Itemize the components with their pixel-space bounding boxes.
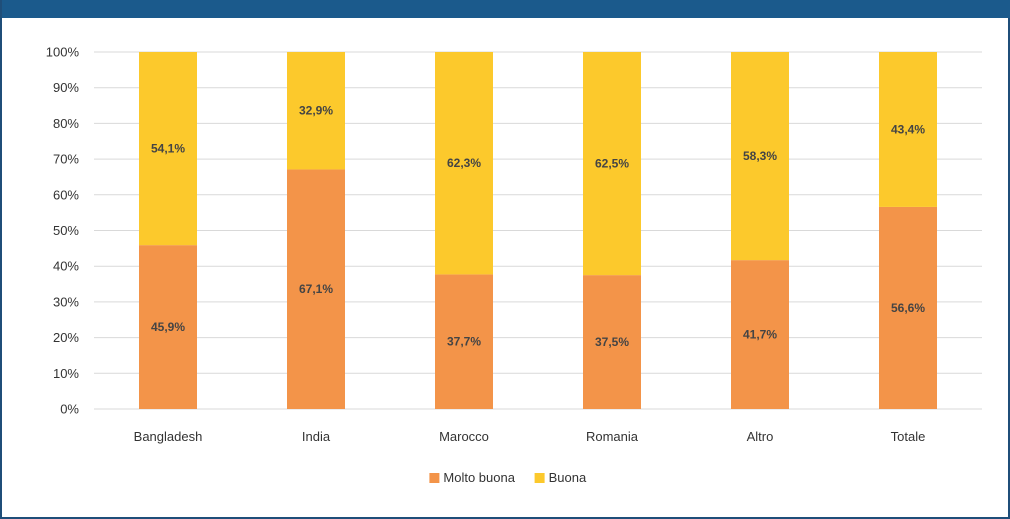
y-tick-label: 60% xyxy=(53,187,79,202)
data-label: 62,3% xyxy=(447,156,481,170)
data-label: 43,4% xyxy=(891,122,925,136)
x-tick-label: Totale xyxy=(891,429,926,444)
y-tick-label: 100% xyxy=(46,45,80,60)
legend-label: Molto buona xyxy=(443,470,515,485)
data-label: 54,1% xyxy=(151,142,185,156)
bar-segment xyxy=(139,52,197,246)
x-tick-label: Bangladesh xyxy=(134,429,203,444)
y-tick-label: 30% xyxy=(53,294,79,309)
data-label: 41,7% xyxy=(743,328,777,342)
bar-segment xyxy=(287,169,345,409)
data-label: 37,5% xyxy=(595,335,629,349)
bar-segment xyxy=(435,274,493,409)
bar-segment xyxy=(731,52,789,261)
data-label: 56,6% xyxy=(891,301,925,315)
legend-swatch xyxy=(429,473,440,483)
data-label: 67,1% xyxy=(299,282,333,296)
legend-swatch xyxy=(534,473,545,483)
y-tick-label: 90% xyxy=(53,80,79,95)
x-tick-label: Romania xyxy=(586,429,639,444)
y-tick-label: 70% xyxy=(53,152,79,167)
bar-segment xyxy=(879,52,937,207)
data-label: 32,9% xyxy=(299,104,333,118)
bar-segment xyxy=(583,275,641,409)
x-tick-label: India xyxy=(302,429,331,444)
data-label: 62,5% xyxy=(595,157,629,171)
bar-segment xyxy=(139,245,197,409)
y-tick-label: 50% xyxy=(53,223,79,238)
data-label: 37,7% xyxy=(447,335,481,349)
bar-segment xyxy=(879,206,937,409)
x-tick-label: Altro xyxy=(747,429,774,444)
legend-label: Buona xyxy=(549,470,587,485)
bar-segment xyxy=(731,260,789,409)
x-tick-label: Marocco xyxy=(439,429,489,444)
data-label: 58,3% xyxy=(743,149,777,163)
data-label: 45,9% xyxy=(151,320,185,334)
bar-segment xyxy=(583,52,641,276)
bar-segment xyxy=(287,52,345,170)
bar-segment xyxy=(435,52,493,275)
y-tick-label: 0% xyxy=(60,402,79,417)
y-tick-label: 10% xyxy=(53,366,79,381)
y-tick-label: 80% xyxy=(53,116,79,131)
y-tick-label: 20% xyxy=(53,330,79,345)
y-tick-label: 40% xyxy=(53,259,79,274)
header-bar xyxy=(2,0,1010,18)
